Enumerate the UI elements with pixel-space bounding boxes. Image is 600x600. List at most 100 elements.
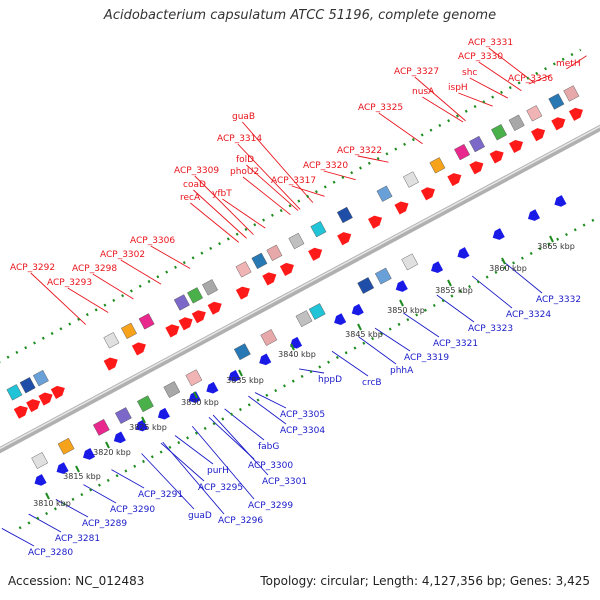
lower-gene-block-rect xyxy=(308,303,326,320)
top-callout-line xyxy=(357,155,389,163)
forward-gene-arrow-shape xyxy=(337,232,352,246)
upper-gene-block-rect xyxy=(103,332,120,349)
reverse-gene-arrow xyxy=(113,431,126,444)
scale-tick xyxy=(447,279,452,287)
upper-gene-block xyxy=(563,85,580,102)
forward-gene-arrow-shape xyxy=(489,150,504,164)
upper-gene-block-rect xyxy=(402,171,419,188)
top-callout-line xyxy=(291,185,325,197)
top-gene-label: ACP_3322 xyxy=(337,146,382,156)
forward-gene-arrow xyxy=(368,215,383,229)
forward-gene-arrow-shape xyxy=(568,107,583,121)
top-gene-label: ACP_3306 xyxy=(130,236,175,246)
bottom-gene-label: ACP_3300 xyxy=(248,461,293,471)
gene-labels: ACP_3292 ACP_3298 ACP_3293 ACP_3302 ACP_3306… xyxy=(10,38,581,558)
upper-gene-block-rect xyxy=(187,287,204,304)
reverse-gene-arrow-shape xyxy=(395,280,408,292)
upper-gene-block xyxy=(266,244,283,261)
reverse-gene-arrow xyxy=(56,462,69,474)
top-callout-line xyxy=(323,170,356,181)
top-callout-line xyxy=(458,92,493,107)
top-gene-label: ACP_3330 xyxy=(458,52,503,62)
upper-gene-block xyxy=(548,93,565,110)
upper-gene-block-rect xyxy=(173,294,190,311)
lower-gene-block-rect xyxy=(260,329,278,346)
upper-gene-block-rect xyxy=(138,313,155,330)
scale-label: 3845 kbp xyxy=(345,330,383,339)
bottom-callout-line xyxy=(1,528,35,547)
bottom-callout-line xyxy=(208,416,255,460)
forward-gene-arrow xyxy=(469,161,484,175)
reverse-gene-arrow-shape xyxy=(56,462,69,474)
top-callout-line xyxy=(378,112,423,145)
scale-label: 3850 kbp xyxy=(387,306,425,315)
upper-gene-block-rect xyxy=(429,157,446,174)
bottom-gene-label: ACP_3324 xyxy=(506,310,551,320)
lower-gene-block xyxy=(137,395,154,413)
bottom-gene-label: ACP_3323 xyxy=(468,324,513,334)
bottom-gene-label: phhA xyxy=(390,366,414,376)
forward-gene-arrow-shape xyxy=(191,310,206,324)
forward-gene-arrow-shape xyxy=(531,128,546,142)
forward-gene-arrow xyxy=(489,150,504,164)
top-callout-line xyxy=(528,74,552,85)
reverse-gene-arrow-shape xyxy=(206,381,219,394)
scale-tick xyxy=(141,416,146,424)
forward-gene-arrow-shape xyxy=(509,139,524,154)
bottom-gene-label: guaD xyxy=(188,511,212,521)
bottom-callout-line xyxy=(83,484,117,504)
top-gene-label: coaD xyxy=(183,180,206,190)
upper-gene-block-rect xyxy=(491,124,508,141)
top-gene-label: ACP_3325 xyxy=(358,103,403,113)
bottom-callout-line xyxy=(160,442,205,482)
top-gene-label: ACP_3302 xyxy=(100,250,145,260)
scale-tick xyxy=(290,343,295,351)
reverse-gene-arrow xyxy=(431,261,444,273)
top-callout-line xyxy=(194,175,254,235)
forward-gene-arrow-shape xyxy=(420,187,435,201)
forward-gene-arrow xyxy=(337,232,352,246)
map-title: Acidobacterium capsulatum ATCC 51196, co… xyxy=(103,8,497,23)
upper-gene-block xyxy=(336,206,353,224)
upper-gene-block-rect xyxy=(336,206,353,224)
forward-gene-arrow-shape xyxy=(368,215,383,229)
upper-gene-block xyxy=(187,287,204,304)
forward-gene-arrow xyxy=(551,117,566,131)
top-gene-label: metH xyxy=(556,59,581,69)
lower-gene-block-rect xyxy=(92,418,110,436)
top-callout-line xyxy=(414,76,466,122)
bottom-gene-label: ACP_3291 xyxy=(138,490,183,500)
forward-gene-arrow-shape xyxy=(26,399,41,413)
upper-gene-block xyxy=(121,322,137,340)
reverse-gene-arrow-shape xyxy=(259,353,272,366)
bottom-gene-label: ACP_3296 xyxy=(218,516,263,526)
upper-gene-block-rect xyxy=(469,135,485,153)
top-callout-line xyxy=(422,96,464,123)
forward-gene-arrow xyxy=(26,399,41,413)
gene-tracks xyxy=(6,85,583,486)
scale-tick xyxy=(549,235,554,243)
top-callout-line xyxy=(242,176,291,216)
scale-tick xyxy=(501,257,506,265)
top-gene-label: folD xyxy=(236,155,254,165)
top-gene-label: ACP_3336 xyxy=(508,74,553,84)
reverse-gene-arrow-shape xyxy=(492,228,505,240)
upper-gene-block-rect xyxy=(376,185,393,202)
scale-tick xyxy=(399,299,404,307)
forward-gene-arrow-shape xyxy=(308,247,323,261)
forward-gene-arrow-shape xyxy=(50,385,65,399)
forward-gene-arrow xyxy=(509,139,524,154)
reverse-gene-arrow xyxy=(206,381,219,394)
accession-text: Accession: NC_012483 xyxy=(8,574,145,588)
bottom-gene-label: ACP_3281 xyxy=(55,534,100,544)
scale-label: 3840 kbp xyxy=(278,350,316,359)
upper-gene-block xyxy=(138,313,155,330)
forward-gene-arrow xyxy=(531,128,546,142)
reverse-gene-arrow xyxy=(527,209,541,221)
forward-gene-arrow xyxy=(447,173,462,187)
lower-gene-block-rect xyxy=(185,369,203,387)
upper-gene-block-rect xyxy=(235,261,252,278)
lower-gene-block xyxy=(260,329,278,346)
forward-gene-arrow xyxy=(178,317,193,331)
